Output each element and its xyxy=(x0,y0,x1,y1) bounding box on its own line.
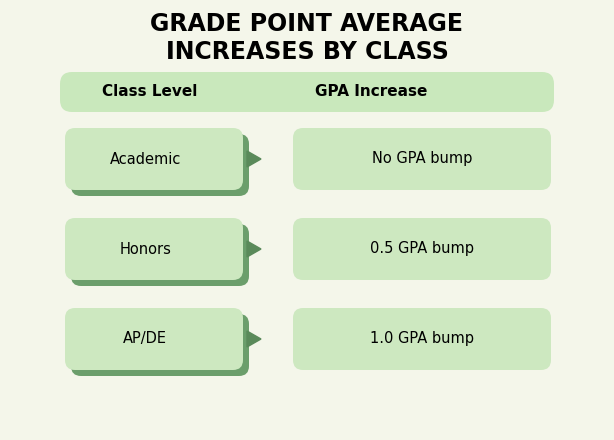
Polygon shape xyxy=(247,241,261,257)
FancyBboxPatch shape xyxy=(293,128,551,190)
Text: INCREASES BY CLASS: INCREASES BY CLASS xyxy=(166,40,448,64)
FancyBboxPatch shape xyxy=(71,134,249,196)
Text: AP/DE: AP/DE xyxy=(123,331,167,346)
FancyBboxPatch shape xyxy=(65,128,243,190)
Text: 1.0 GPA bump: 1.0 GPA bump xyxy=(370,331,474,346)
FancyBboxPatch shape xyxy=(65,308,243,370)
FancyBboxPatch shape xyxy=(293,218,551,280)
FancyBboxPatch shape xyxy=(71,314,249,376)
FancyBboxPatch shape xyxy=(60,72,554,112)
Text: Academic: Academic xyxy=(109,151,181,166)
Text: GRADE POINT AVERAGE: GRADE POINT AVERAGE xyxy=(150,12,464,36)
FancyBboxPatch shape xyxy=(293,308,551,370)
Text: Class Level: Class Level xyxy=(103,84,198,99)
Text: GPA Increase: GPA Increase xyxy=(315,84,427,99)
FancyBboxPatch shape xyxy=(71,224,249,286)
Text: No GPA bump: No GPA bump xyxy=(372,151,472,166)
Text: 0.5 GPA bump: 0.5 GPA bump xyxy=(370,242,474,257)
Text: Honors: Honors xyxy=(119,242,171,257)
Polygon shape xyxy=(247,151,261,167)
Polygon shape xyxy=(247,331,261,347)
FancyBboxPatch shape xyxy=(65,218,243,280)
